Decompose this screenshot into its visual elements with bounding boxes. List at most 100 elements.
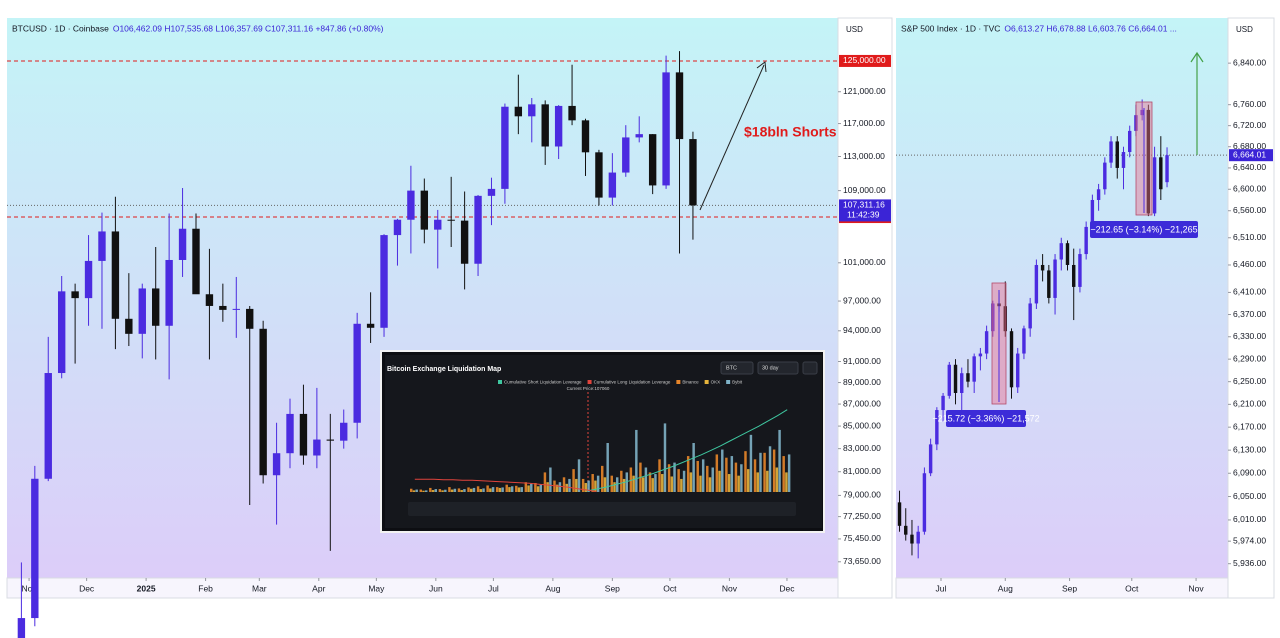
liquidation-bar [744,451,747,492]
candle-body [407,190,415,220]
scrollbar[interactable] [408,502,796,516]
candle-body [232,308,240,310]
annotation: $18bln Shorts [744,124,837,140]
liquidation-bar [749,434,753,492]
candle-body [595,152,603,198]
liquidation-bar [448,487,451,492]
liquidation-bar [562,477,566,492]
candle-body [434,219,442,230]
liquidation-bar [553,480,556,492]
last-price-label: 107,311.16 [843,200,885,210]
liquidation-bar [444,489,447,492]
y-tick-label: 79,000.00 [843,490,881,500]
candle-body [1159,157,1163,190]
dropdown[interactable] [720,361,754,375]
candle-body [916,531,920,544]
legend-label: Cumulative Long Liquidation Leverage [594,380,671,385]
candle-body [984,331,989,354]
legend-label: Binance [682,380,699,385]
candle-body [98,231,106,261]
candle-body [1078,254,1082,287]
dropdown-label: BTC [726,365,737,371]
candle-body [219,305,227,310]
dropdown[interactable] [757,361,799,375]
liquidation-bar [603,477,607,492]
liquidation-bar [534,483,537,492]
liquidation-bar [768,446,772,492]
liquidation-bar [715,454,719,492]
liquidation-bar [486,485,489,492]
candle-body [1165,155,1169,183]
liquidation-bar [772,449,776,492]
liquidation-bar [692,443,695,492]
x-tick-label: Aug [998,583,1013,593]
cumulative-line [414,478,597,492]
liquidation-bar [572,469,575,492]
y-tick-label: 97,000.00 [843,295,881,305]
liquidation-bar [753,459,757,492]
y-tick-label: 5,936.00 [1233,558,1266,568]
liquidation-bar [648,472,652,492]
candle-body [1146,109,1151,214]
candle-body [1084,226,1088,255]
candle-body [608,172,617,198]
liquidation-bar [460,490,463,492]
liquidation-bar [706,465,709,492]
liquidation-bar [727,474,731,492]
liquidation-bar [434,489,438,492]
candle-body [447,219,455,221]
liquidation-bar [505,484,508,492]
candle-body [152,288,160,326]
candle-body [991,303,995,332]
liquidation-bar [450,489,454,492]
liquidation-bar [663,423,667,492]
candle-body [928,444,933,474]
y-tick-label: 83,000.00 [843,443,881,453]
x-tick-label: Dec [79,583,95,593]
candle-body [1016,353,1020,388]
candle-body [953,364,958,393]
candle-body [960,373,964,393]
arrow [699,64,765,211]
liquidation-bar [419,489,423,492]
candle-body [259,328,267,476]
liquidation-bar [543,472,547,492]
candle-body [662,72,670,186]
legend-swatch [676,380,681,384]
candle-body [966,373,970,382]
candle-body [205,294,214,306]
y-tick-label: 6,680.00 [1233,141,1266,151]
x-tick-label: Nov [22,583,38,593]
liquidation-bar [686,456,690,492]
liquidation-bar [616,477,619,492]
x-tick-label: Jul [488,583,499,593]
liquidation-bar [737,475,740,492]
y-tick-label: 5,974.00 [1233,535,1266,545]
liquidation-bar [515,485,518,492]
candle-body [1121,152,1126,168]
x-tick-label: Oct [1125,583,1139,593]
x-tick-label: Mar [252,583,267,593]
candle-body [326,439,334,441]
liquidation-bar [730,456,734,492]
liquidation-bar [787,454,791,492]
y-tick-label: 101,000.00 [843,257,886,267]
y-tick-label: 6,250.00 [1233,376,1266,386]
spx-price-axis [1227,17,1275,599]
liquidation-bar [431,490,435,492]
arrow-head [1190,51,1204,63]
liquidation-bar [673,462,676,492]
x-tick-label: Dec [779,583,795,593]
legend-swatch [498,380,502,384]
candle-body [84,260,93,299]
candle-body [71,291,79,299]
x-tick-label: Sep [1062,583,1077,593]
x-tick-label: May [368,583,385,593]
refresh-button[interactable] [802,361,818,375]
liquidation-bar [467,487,470,492]
candle-body [947,364,952,396]
liquidation-bar [491,487,495,492]
candle-body [568,105,576,121]
x-tick-label: Nov [1189,583,1205,593]
inset-title: Bitcoin Exchange Liquidation Map [387,366,501,373]
